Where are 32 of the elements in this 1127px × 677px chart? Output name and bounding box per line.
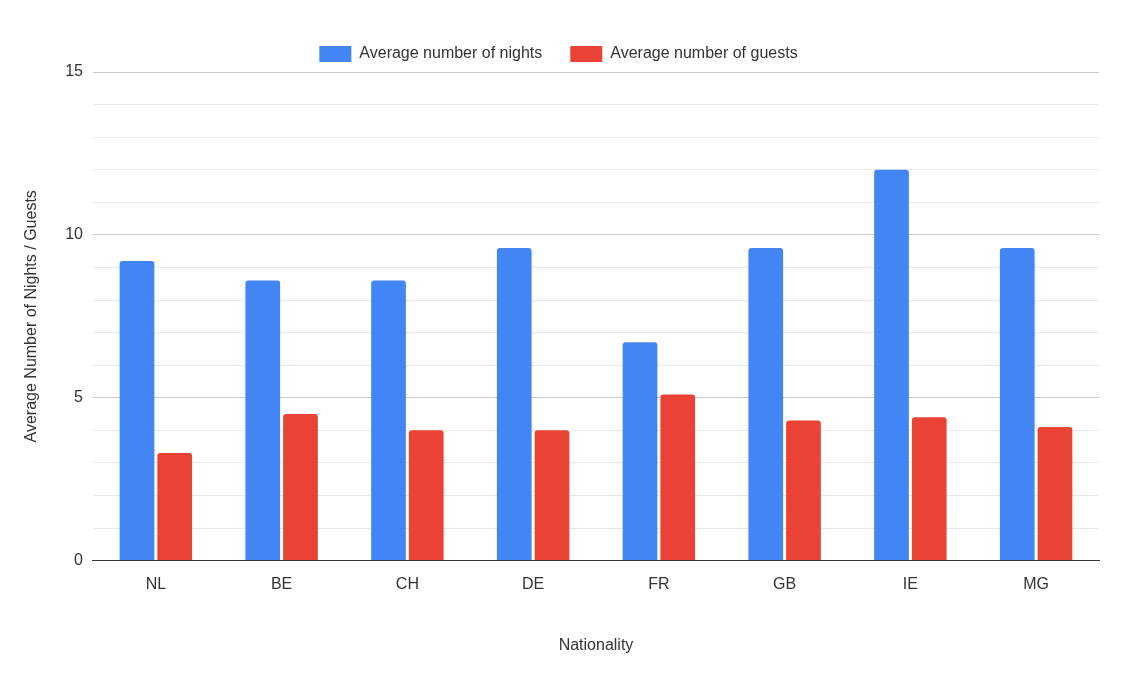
- x-tick-label: NL: [145, 574, 167, 592]
- x-tick-label: FR: [648, 574, 670, 592]
- legend-label: Average number of guests: [610, 44, 798, 62]
- bar: [283, 414, 318, 561]
- bar: [408, 430, 444, 561]
- bar: [660, 394, 696, 561]
- bar: [786, 420, 821, 561]
- bar: [371, 280, 406, 561]
- bar: [534, 430, 570, 561]
- bar: [119, 260, 155, 561]
- x-tick-label: IE: [902, 574, 918, 592]
- y-axis-title: Average Number of Nights / Guests: [22, 190, 40, 443]
- bar: [911, 417, 947, 561]
- bar: [496, 247, 532, 561]
- bar: [1037, 427, 1073, 561]
- x-tick-label: DE: [522, 574, 545, 592]
- x-tick-label: MG: [1023, 574, 1050, 592]
- bar: [245, 280, 281, 561]
- y-tick-label: 5: [74, 388, 84, 406]
- bar: [874, 169, 909, 561]
- x-tick-label: CH: [395, 574, 419, 592]
- bar: [622, 342, 658, 561]
- x-axis-title: Nationality: [558, 635, 634, 653]
- x-tick-label: BE: [270, 574, 293, 592]
- legend-label: Average number of nights: [359, 44, 543, 62]
- y-tick-label: 15: [65, 62, 84, 80]
- bar: [157, 453, 193, 561]
- bar: [748, 247, 784, 561]
- x-tick-label: GB: [773, 574, 797, 592]
- bar: [999, 247, 1035, 561]
- y-tick-label: 10: [65, 225, 84, 243]
- y-tick-label: 0: [74, 551, 84, 569]
